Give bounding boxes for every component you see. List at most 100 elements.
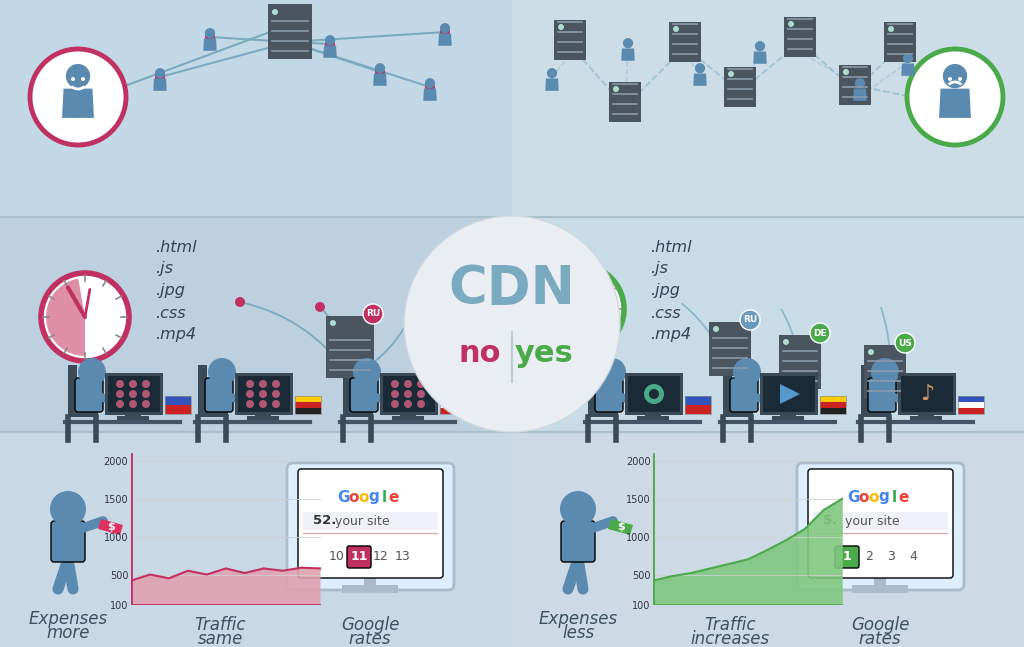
- Bar: [295, 396, 321, 414]
- Bar: [779, 335, 821, 389]
- FancyBboxPatch shape: [595, 378, 623, 412]
- Text: less: less: [562, 624, 594, 642]
- Bar: [839, 65, 871, 105]
- Bar: [343, 365, 352, 417]
- Circle shape: [391, 390, 399, 398]
- Text: .jpg: .jpg: [650, 283, 680, 298]
- Circle shape: [755, 41, 765, 51]
- Bar: [234, 373, 293, 415]
- Circle shape: [375, 63, 385, 73]
- Circle shape: [425, 82, 435, 92]
- Text: $: $: [108, 522, 115, 532]
- Bar: [198, 409, 228, 417]
- Polygon shape: [622, 49, 635, 61]
- Bar: [820, 396, 846, 414]
- Circle shape: [404, 390, 412, 398]
- Text: $: $: [617, 522, 625, 532]
- Circle shape: [903, 53, 913, 63]
- Bar: [820, 402, 846, 408]
- Circle shape: [81, 77, 85, 81]
- Bar: [958, 408, 984, 414]
- Bar: [669, 22, 701, 62]
- Bar: [780, 413, 796, 418]
- Bar: [958, 402, 984, 408]
- Circle shape: [536, 265, 624, 353]
- Circle shape: [560, 491, 596, 527]
- Text: l: l: [892, 490, 897, 505]
- Polygon shape: [939, 89, 971, 118]
- Text: RU: RU: [742, 316, 757, 325]
- Circle shape: [649, 389, 659, 399]
- Circle shape: [558, 24, 564, 30]
- Text: CDN: CDN: [449, 263, 575, 315]
- Circle shape: [783, 339, 790, 345]
- Text: .mp4: .mp4: [650, 327, 691, 342]
- Circle shape: [410, 300, 420, 310]
- Bar: [864, 345, 906, 399]
- Text: 4: 4: [909, 551, 916, 564]
- Circle shape: [623, 38, 633, 49]
- Bar: [852, 585, 908, 593]
- Circle shape: [272, 380, 280, 388]
- Text: 12: 12: [373, 551, 389, 564]
- Bar: [512, 217, 1024, 432]
- Bar: [554, 20, 586, 60]
- Circle shape: [205, 32, 215, 42]
- Text: 5.: 5.: [823, 514, 838, 527]
- Bar: [588, 409, 618, 417]
- Circle shape: [740, 310, 760, 330]
- Bar: [784, 17, 816, 57]
- Circle shape: [66, 64, 90, 88]
- Bar: [440, 402, 466, 408]
- Circle shape: [417, 380, 425, 388]
- Text: DE: DE: [813, 329, 826, 338]
- Bar: [884, 22, 916, 62]
- FancyBboxPatch shape: [347, 546, 371, 568]
- Circle shape: [205, 28, 215, 38]
- Circle shape: [246, 380, 254, 388]
- Circle shape: [116, 380, 124, 388]
- Circle shape: [391, 400, 399, 408]
- Text: o: o: [358, 490, 370, 505]
- Circle shape: [246, 390, 254, 398]
- Bar: [820, 408, 846, 414]
- Text: .html: .html: [650, 239, 691, 254]
- Circle shape: [155, 68, 165, 78]
- Text: o: o: [349, 490, 359, 505]
- Text: .jpg: .jpg: [155, 283, 185, 298]
- Bar: [685, 396, 711, 414]
- Circle shape: [330, 320, 336, 326]
- Bar: [772, 416, 804, 420]
- Bar: [512, 0, 1024, 217]
- Bar: [628, 376, 680, 412]
- Bar: [198, 365, 207, 417]
- Circle shape: [713, 326, 719, 332]
- Bar: [108, 376, 160, 412]
- Circle shape: [948, 77, 952, 81]
- Text: 52.: 52.: [313, 514, 336, 527]
- Circle shape: [259, 380, 267, 388]
- Bar: [440, 408, 466, 414]
- Circle shape: [208, 358, 236, 386]
- FancyBboxPatch shape: [561, 521, 595, 562]
- Bar: [685, 396, 711, 405]
- Circle shape: [272, 400, 280, 408]
- Bar: [645, 413, 662, 418]
- Circle shape: [613, 86, 618, 92]
- Text: 10: 10: [329, 551, 345, 564]
- Text: g: g: [879, 490, 890, 505]
- Bar: [861, 365, 870, 417]
- Bar: [343, 409, 373, 417]
- Circle shape: [788, 21, 794, 27]
- Bar: [165, 405, 191, 414]
- Circle shape: [868, 349, 874, 355]
- FancyBboxPatch shape: [287, 463, 454, 590]
- Circle shape: [404, 216, 620, 432]
- Text: US: US: [898, 338, 912, 347]
- Circle shape: [78, 358, 106, 386]
- Polygon shape: [423, 89, 436, 101]
- Polygon shape: [204, 38, 217, 51]
- Circle shape: [155, 72, 165, 82]
- Bar: [440, 396, 466, 402]
- Circle shape: [353, 358, 381, 386]
